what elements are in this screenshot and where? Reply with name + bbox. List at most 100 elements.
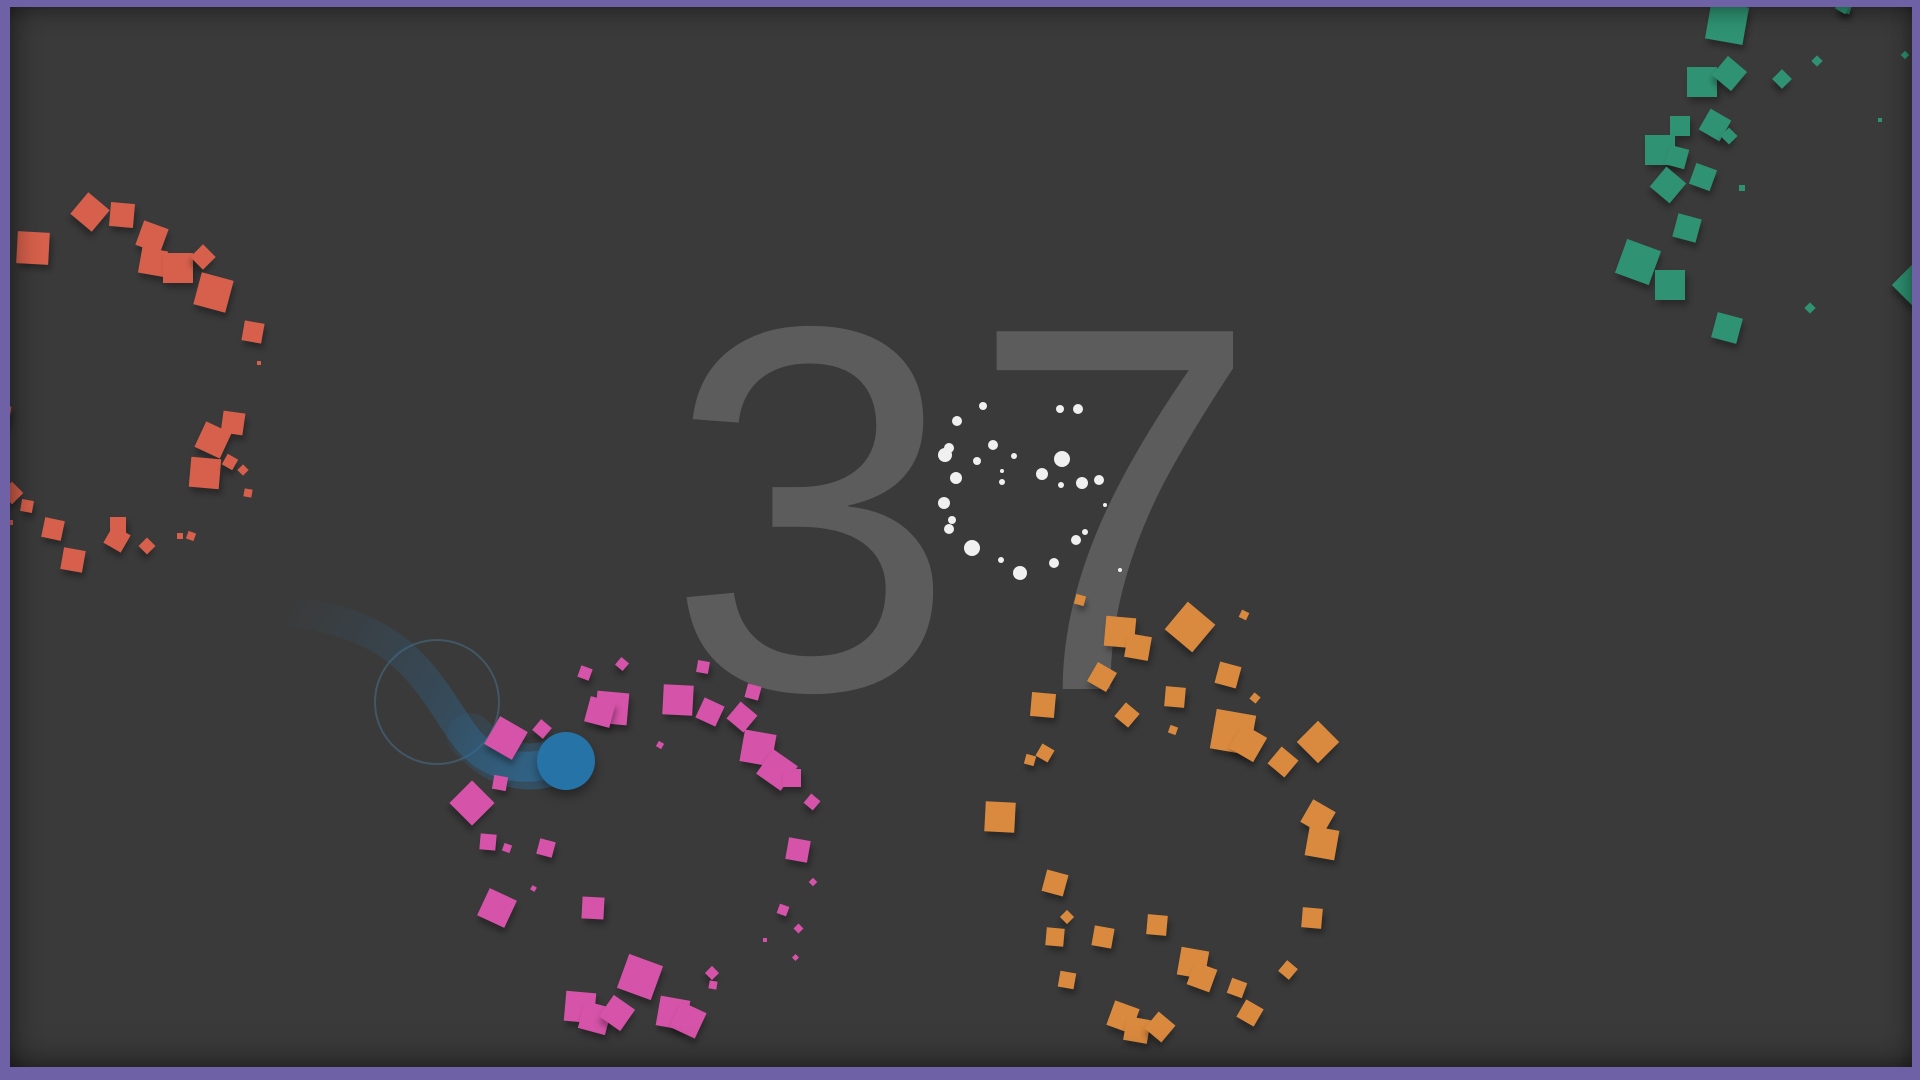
pink-burst-particle — [536, 838, 556, 858]
pink-burst-particle — [484, 716, 528, 760]
green-burst-particle — [1687, 67, 1717, 97]
orange-burst-particle — [1035, 743, 1055, 763]
pink-burst-particle — [708, 980, 718, 990]
pink-burst-particle — [491, 774, 509, 792]
red-burst-particle — [60, 547, 86, 573]
red-burst-particle — [192, 271, 234, 313]
pink-burst-particle — [577, 665, 593, 681]
orange-burst-particle — [1214, 661, 1242, 689]
white-dots-particle — [948, 516, 956, 524]
orange-burst-particle — [1059, 909, 1075, 925]
green-burst-particle — [1891, 263, 1920, 307]
orange-burst-particle — [1086, 661, 1118, 693]
white-dots-particle — [1082, 529, 1088, 535]
green-burst-particle — [1664, 144, 1690, 170]
white-dots-particle — [988, 440, 998, 450]
green-burst-particle — [1670, 116, 1690, 136]
pink-burst-particle — [793, 923, 803, 933]
red-burst-particle — [190, 244, 216, 270]
green-burst-particle — [1655, 270, 1685, 300]
orange-burst-particle — [1057, 970, 1077, 990]
pink-burst-particle — [783, 769, 801, 787]
green-burst-particle — [1704, 0, 1750, 46]
orange-burst-particle — [1045, 927, 1065, 947]
orange-burst-particle — [1073, 593, 1087, 607]
white-dots-particle — [999, 479, 1005, 485]
player-circle — [537, 732, 595, 790]
white-dots-particle — [1011, 453, 1017, 459]
orange-burst-particle — [1144, 1011, 1176, 1043]
red-burst-particle — [108, 201, 136, 229]
green-burst-particle — [1688, 162, 1718, 192]
orange-burst-particle — [1249, 692, 1261, 704]
pink-burst-particle — [696, 660, 710, 674]
orange-burst-particle — [1296, 720, 1340, 764]
red-burst-particle — [177, 533, 183, 539]
pink-burst-particle — [785, 837, 811, 863]
pink-burst-particle — [501, 842, 513, 854]
pink-burst-particle — [763, 938, 767, 942]
pink-burst-particle — [808, 877, 818, 887]
red-burst-particle — [41, 517, 65, 541]
red-burst-particle — [185, 530, 197, 542]
green-burst-particle — [1772, 69, 1792, 89]
pink-burst-particle — [776, 903, 790, 917]
red-burst-particle — [20, 499, 34, 513]
pink-burst-particle — [529, 884, 537, 892]
red-burst-particle — [237, 464, 249, 476]
player-ring — [374, 639, 500, 765]
white-dots-particle — [964, 540, 980, 556]
red-burst-particle — [138, 537, 156, 555]
pink-burst-particle — [662, 684, 694, 716]
white-dots-particle — [1076, 477, 1088, 489]
orange-burst-particle — [1167, 724, 1179, 736]
orange-burst-particle — [1146, 914, 1168, 936]
white-dots-particle — [998, 557, 1004, 563]
red-burst-particle — [16, 231, 50, 265]
white-dots-particle — [1071, 535, 1081, 545]
pink-burst-particle — [449, 780, 495, 826]
red-burst-particle — [241, 320, 265, 344]
red-burst-particle — [243, 488, 253, 498]
green-burst-particle — [1739, 185, 1745, 191]
red-burst-particle — [221, 453, 239, 471]
white-dots-particle — [1103, 503, 1107, 507]
orange-burst-particle — [1164, 686, 1186, 708]
pink-burst-particle — [616, 953, 664, 1001]
pink-burst-particle — [655, 740, 665, 750]
green-burst-particle — [1649, 166, 1687, 204]
white-dots-particle — [1049, 558, 1059, 568]
orange-burst-particle — [1304, 825, 1340, 861]
orange-burst-particle — [1301, 907, 1323, 929]
green-burst-particle — [1811, 55, 1823, 67]
white-dots-particle — [973, 457, 981, 465]
white-dots-particle — [1000, 469, 1004, 473]
score-counter: 37 — [666, 219, 1274, 800]
pink-burst-particle — [803, 793, 821, 811]
white-dots-particle — [952, 416, 962, 426]
orange-burst-particle — [1124, 633, 1152, 661]
green-burst-particle — [1878, 118, 1882, 122]
green-burst-particle — [1711, 312, 1743, 344]
red-burst-particle — [0, 403, 12, 427]
white-dots-particle — [950, 472, 962, 484]
orange-burst-particle — [1041, 869, 1069, 897]
orange-burst-particle — [1226, 977, 1248, 999]
green-burst-particle — [1804, 302, 1816, 314]
white-dots-particle — [979, 402, 987, 410]
orange-burst-particle — [1023, 753, 1037, 767]
white-dots-particle — [1013, 566, 1027, 580]
orange-burst-particle — [1236, 999, 1264, 1027]
pink-burst-particle — [614, 656, 630, 672]
pink-burst-particle — [479, 833, 497, 851]
red-burst-particle — [70, 192, 110, 232]
red-burst-particle — [163, 253, 193, 283]
white-dots-particle — [1054, 451, 1070, 467]
white-dots-particle — [944, 443, 954, 453]
orange-burst-particle — [1091, 925, 1115, 949]
orange-burst-particle — [1164, 601, 1216, 653]
green-burst-particle — [1672, 213, 1702, 243]
red-burst-particle — [7, 519, 13, 525]
